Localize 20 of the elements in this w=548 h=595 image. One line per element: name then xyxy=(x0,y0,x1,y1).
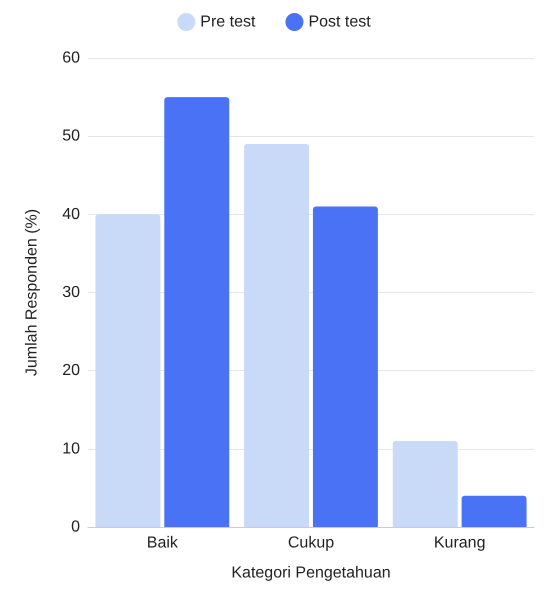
x-tick-label: Kurang xyxy=(434,534,486,552)
x-tick-label: Baik xyxy=(146,534,179,552)
y-tick-label: 10 xyxy=(62,440,80,458)
y-tick-label: 40 xyxy=(62,206,80,223)
y-tick-label: 50 xyxy=(62,128,80,145)
bar xyxy=(164,97,230,527)
y-tick-label: 0 xyxy=(71,518,80,536)
x-axis-title: Kategori Pengetahuan xyxy=(231,564,391,582)
bar xyxy=(95,214,160,527)
bar xyxy=(312,206,378,527)
legend-label: Pre test xyxy=(200,14,256,30)
y-axis-title: Jumlah Responden (%) xyxy=(24,208,40,376)
y-tick-label: 20 xyxy=(62,362,80,380)
bar xyxy=(462,496,527,527)
bar xyxy=(244,144,310,527)
y-tick-label: 30 xyxy=(62,284,80,301)
bar xyxy=(392,441,458,527)
y-tick-label: 60 xyxy=(62,50,80,66)
legend-label: Post test xyxy=(308,14,372,30)
x-tick-label: Cukup xyxy=(288,534,334,552)
